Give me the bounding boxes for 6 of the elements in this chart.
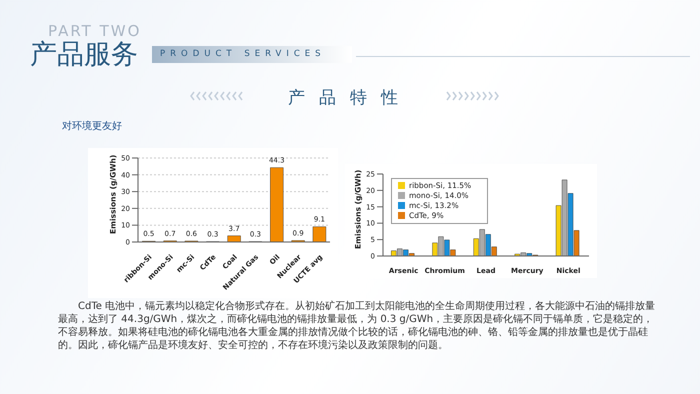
chart-subtitle: 对环境更友好 xyxy=(62,120,122,133)
text: CdTe 电池中，镉元素均以稳定化合物形式存在。从初始矿石加工到太阳能电池的全生命周期使用过程，各大能源中石油的镉排放量最高，达到了 44.3g/GWh，煤次之，而碲化镉电池的镉排放量最低，为 0.3 g/GWh，主要原因是碲化镉不同于镉单质，它是稳定的，不容易释放。如果将硅电池的碲化镉电池各大重金属的排放情况做个比较的话，碲化镉电池的砷、铬、铅等金属的排放量也是优于晶硅的。因此，碲化镉产品是环境友好、安全可控的，不存在环境污染以及政策限制的问题。 xyxy=(58,300,656,352)
text: 产品服务 xyxy=(30,38,138,72)
text: PRODUCT SERVICES xyxy=(152,46,352,63)
text: PART TWO xyxy=(48,22,142,40)
chart-title: 产品特性 xyxy=(287,87,413,109)
